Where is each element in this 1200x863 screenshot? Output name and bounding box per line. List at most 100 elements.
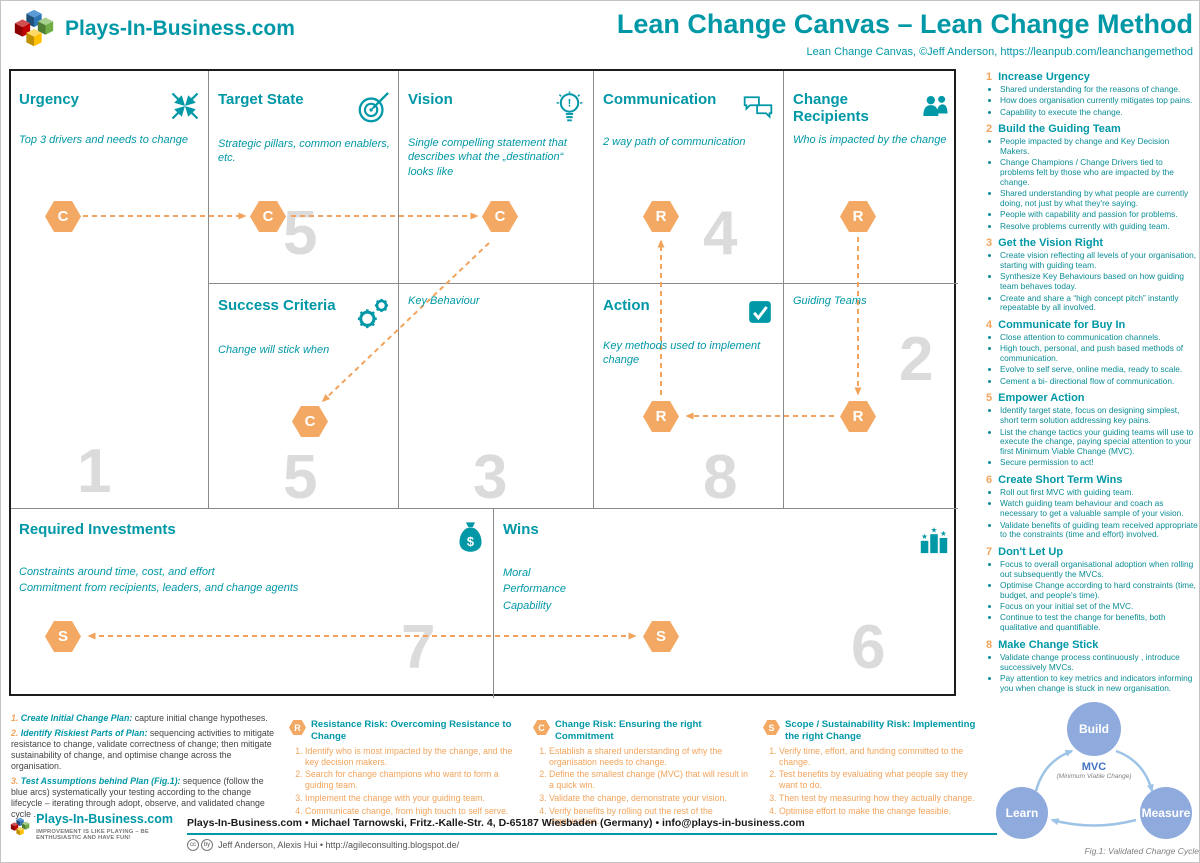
urgency-title: Urgency — [19, 91, 80, 108]
speech-bubbles-icon — [741, 91, 775, 128]
sidebar-section-1: 1 Increase Urgency Shared understanding f… — [986, 71, 1198, 117]
plan-note-text: sequencing activities to mitigate resist… — [11, 727, 275, 771]
sidebar-bullet: Validate change process continuously , i… — [1000, 652, 1198, 673]
plan-notes: 1. Create Initial Change Plan: capture i… — [11, 713, 281, 824]
gears-icon — [356, 297, 390, 336]
communication-desc: 2 way path of communication — [603, 136, 746, 148]
section-number: 8 — [986, 639, 993, 652]
plan-note-title: Create Initial Change Plan: — [20, 713, 133, 723]
communication-box: Communication 2 way path of communicatio… — [603, 91, 775, 149]
risk-item: Validate the change, demonstrate your vi… — [549, 793, 755, 804]
plan-note-text: sequence (follow the blue arcs) systemat… — [11, 775, 265, 819]
sidebar-section-4: 4 Communicate for Buy In Close attention … — [986, 319, 1198, 386]
s-hex-badge: S — [763, 720, 780, 735]
required-investments-title: Required Investments — [19, 521, 176, 538]
plan-note-number: 3. — [11, 775, 19, 786]
footer-divider — [187, 833, 997, 835]
sidebar-bullet: List the change tactics your guiding tea… — [1000, 427, 1198, 457]
change-recipients-desc: Who is impacted by the change — [793, 134, 947, 146]
sidebar-bullet: Close attention to communication channel… — [1000, 332, 1198, 343]
change-risk-title: Change Risk: Ensuring the right Commitme… — [555, 719, 702, 742]
sidebar-bullet: Resolve problems currently with guiding … — [1000, 221, 1198, 232]
cycle-build-node: Build — [1067, 702, 1121, 756]
risk-item: Verify time, effort, and funding committ… — [779, 746, 983, 767]
sidebar-bullet: Optimise Change according to hard constr… — [1000, 580, 1198, 601]
sidebar-bullet: Create vision reflecting all levels of y… — [1000, 251, 1198, 271]
required-investments-desc-2: Commitment from recipients, leaders, and… — [19, 582, 299, 595]
marker-hex-vision: C — [482, 201, 518, 232]
plan-note: 3. Test Assumptions behind Plan (Fig.1):… — [11, 776, 281, 820]
plan-note-number: 1. — [11, 713, 19, 723]
sidebar-section-8: 8 Make Change Stick Validate change proce… — [986, 639, 1198, 694]
compress-arrows-icon — [169, 91, 201, 126]
vision-box: Vision ! Single compelling statement tha… — [408, 91, 586, 179]
cycle-caption: Fig.1: Validated Change Cycle — [1084, 846, 1199, 856]
big-number-2: 2 — [899, 325, 934, 394]
marker-hex-urgency: C — [45, 201, 81, 232]
divider — [11, 508, 958, 509]
checkbox-icon — [745, 297, 775, 332]
plan-note-title: Identify Riskiest Parts of Plan: — [20, 727, 148, 738]
sidebar-bullet: Identify target state, focus on designin… — [1000, 406, 1198, 426]
sidebar-bullet: Focus to overall organisational adoption… — [1000, 559, 1198, 580]
svg-text:$: $ — [467, 534, 474, 549]
lightbulb-icon: ! — [553, 91, 586, 129]
required-investments-box: Required Investments $ Constraints aroun… — [19, 521, 487, 596]
big-number-8: 8 — [703, 443, 738, 512]
change-risk-block: C Change Risk: Ensuring the right Commit… — [533, 719, 755, 829]
plan-note-title: Test Assumptions behind Plan (Fig.1): — [20, 775, 181, 786]
risk-item: Establish a shared understanding of why … — [549, 746, 755, 767]
sidebar-section-2: 2 Build the Guiding Team People impacted … — [986, 123, 1198, 231]
marker-hex-wins: S — [643, 621, 679, 652]
svg-text:★: ★ — [921, 532, 928, 541]
marker-hex-required-investments: S — [45, 621, 81, 652]
scope-risk-block: S Scope / Sustainability Risk: Implement… — [763, 719, 983, 818]
resistance-risk-title: Resistance Risk: Overcoming Resistance t… — [311, 719, 512, 742]
section-title: Create Short Term Wins — [998, 474, 1123, 487]
sidebar-section-6: 6 Create Short Term Wins Roll out first M… — [986, 474, 1198, 540]
flow-arrows — [83, 212, 862, 640]
sidebar-bullet: Continue to test the change for benefits… — [1000, 613, 1198, 633]
cycle-arrows — [1034, 749, 1154, 827]
marker-hex-communication: R — [643, 201, 679, 232]
footer-address: Plays-In-Business.com • Michael Tarnowsk… — [187, 817, 805, 829]
risk-item: Then test by measuring how they actually… — [779, 793, 983, 804]
section-title: Increase Urgency — [998, 71, 1090, 83]
success-criteria-title: Success Criteria — [218, 297, 336, 314]
risk-item: Communicate change, from high touch to s… — [305, 806, 525, 817]
guiding-teams-label: Guiding Teams — [793, 295, 867, 307]
vision-desc: Single compelling statement that describ… — [408, 137, 567, 178]
sidebar-bullet: Pay attention to key metrics and indicat… — [1000, 673, 1198, 694]
sidebar-bullet: High touch, personal, and push based met… — [1000, 344, 1198, 364]
risk-item: Identify who is most impacted by the cha… — [305, 746, 525, 767]
sidebar-bullet: Shared understanding for the reasons of … — [1000, 84, 1198, 95]
section-number: 3 — [986, 237, 993, 250]
target-state-title: Target State — [218, 91, 304, 108]
risk-item: Optimise effort to make the change feasi… — [779, 806, 983, 817]
sidebar-bullet: Capability to execute the change. — [1000, 107, 1198, 118]
cycle-measure-node: Measure — [1140, 787, 1192, 839]
risk-item: Implement the change with your guiding t… — [305, 793, 525, 804]
sidebar-section-7: 7 Don't Let Up Focus to overall organisat… — [986, 546, 1198, 633]
scope-risk-title: Scope / Sustainability Risk: Implementin… — [785, 719, 976, 742]
wins-box: Wins ★ ★ ★ Moral Performance Capability — [503, 521, 951, 613]
big-number-5-top: 5 — [283, 199, 318, 268]
target-state-desc: Strategic pillars, common enablers, etc. — [218, 138, 390, 165]
big-number-1: 1 — [77, 437, 112, 506]
page-subtitle: Lean Change Canvas, ©Jeff Anderson, http… — [806, 46, 1193, 58]
vision-title: Vision — [408, 91, 453, 108]
section-number: 1 — [986, 71, 993, 83]
plan-note-text: capture initial change hypotheses. — [134, 713, 268, 723]
urgency-box: Urgency Top 3 drivers and needs to chang… — [19, 91, 201, 147]
cycle-mvc-sublabel: (Minimum Viable Change) — [1056, 773, 1132, 780]
divider — [493, 508, 494, 698]
r-hex-badge: R — [289, 720, 306, 735]
required-investments-desc-1: Constraints around time, cost, and effor… — [19, 566, 215, 578]
risk-item: Verify benefits by rolling out the rest … — [549, 806, 755, 827]
footer-logo-cubes-icon — [10, 817, 30, 836]
success-criteria-box: Success Criteria Change will stick when — [218, 297, 390, 357]
divider — [593, 71, 594, 508]
divider — [398, 71, 399, 508]
cycle-learn-node: Learn — [996, 787, 1048, 839]
